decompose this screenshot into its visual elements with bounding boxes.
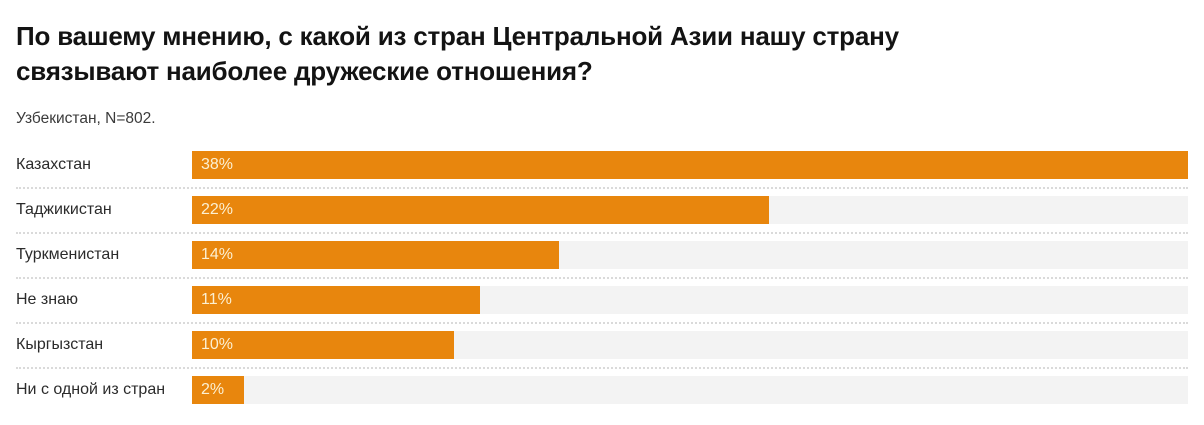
value-label: 10% — [201, 336, 234, 353]
chart-title-line-1: По вашему мнению, с какой из стран Центр… — [16, 21, 899, 51]
bar: 2% — [192, 376, 245, 404]
value-label: 38% — [201, 156, 234, 173]
bar: 14% — [192, 241, 559, 269]
bar-row: Казахстан 38% — [16, 151, 1188, 189]
value-label: 22% — [201, 201, 234, 218]
value-label: 2% — [201, 381, 225, 398]
category-label: Ни с одной из стран — [16, 381, 166, 398]
survey-bar-chart: По вашему мнению, с какой из стран Центр… — [16, 19, 1188, 404]
bar-track: 2% — [192, 376, 1188, 404]
bar-row: Не знаю 11% — [16, 286, 1188, 324]
bar-row: Туркменистан 14% — [16, 241, 1188, 279]
chart-title-line-2: связывают наиболее дружеские отношения? — [16, 56, 593, 86]
bar: 11% — [192, 286, 481, 314]
bar-row: Кыргызстан 10% — [16, 331, 1188, 369]
bar-track: 38% — [192, 151, 1188, 179]
value-label: 11% — [201, 291, 232, 308]
bar: 10% — [192, 331, 455, 359]
chart-title: По вашему мнению, с какой из стран Центр… — [16, 19, 1188, 89]
category-label: Кыргызстан — [16, 336, 104, 353]
category-label: Таджикистан — [16, 201, 112, 218]
bar-track: 22% — [192, 196, 1188, 224]
bar-row: Таджикистан 22% — [16, 196, 1188, 234]
chart-subtitle: Узбекистан, N=802. — [16, 110, 156, 127]
value-label: 14% — [201, 246, 234, 263]
bar: 38% — [192, 151, 1188, 179]
bar-track: 11% — [192, 286, 1188, 314]
bar: 22% — [192, 196, 769, 224]
category-label: Не знаю — [16, 291, 78, 308]
bar-track: 10% — [192, 331, 1188, 359]
chart-rows: Казахстан 38% Таджикистан 22% Туркменистан 14… — [16, 151, 1188, 404]
category-label: Казахстан — [16, 156, 91, 173]
bar-track: 14% — [192, 241, 1188, 269]
category-label: Туркменистан — [16, 246, 120, 263]
bar-row: Ни с одной из стран 2% — [16, 376, 1188, 404]
